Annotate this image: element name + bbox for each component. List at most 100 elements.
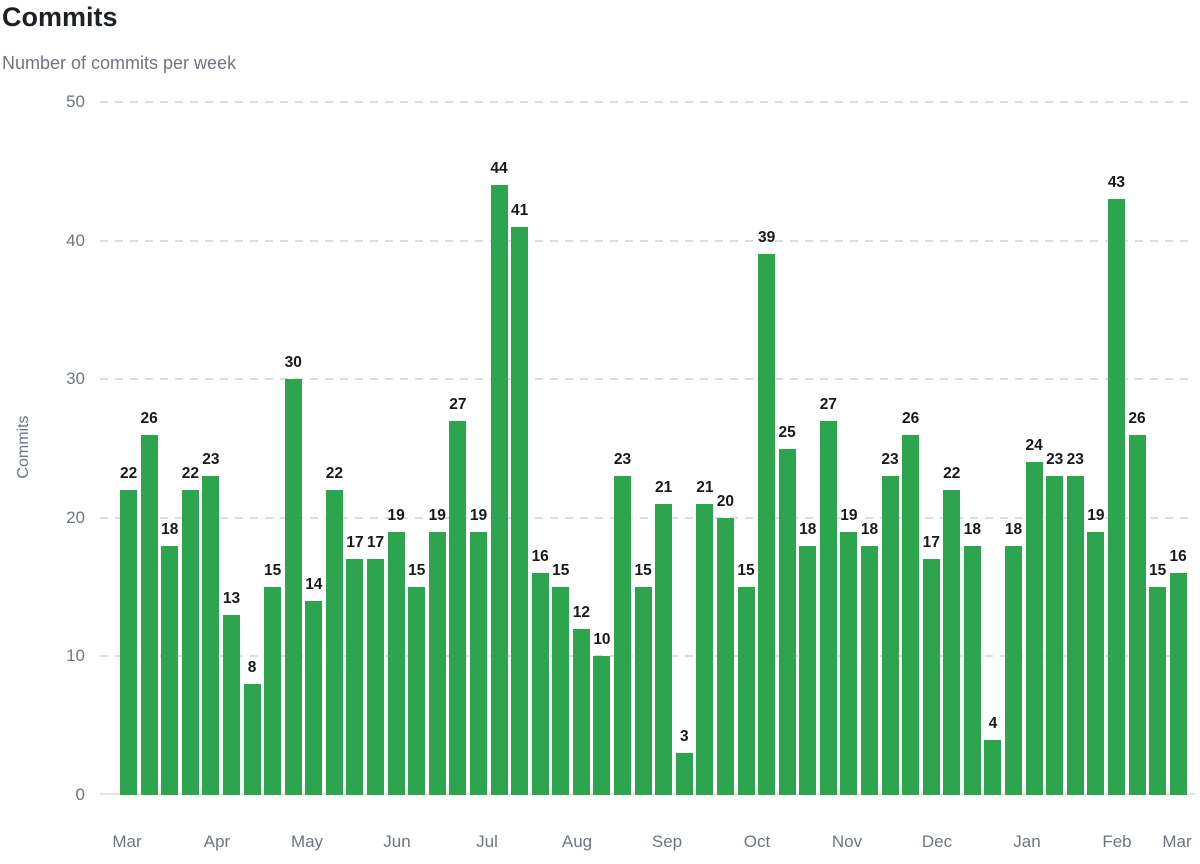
bar-week-21[interactable]: [531, 573, 549, 795]
bar-week-12[interactable]: [346, 559, 364, 795]
x-tick-label-11-feb: Feb: [1102, 832, 1132, 851]
bar-week-36[interactable]: [840, 531, 858, 795]
bar-week-19[interactable]: [490, 185, 508, 795]
bar-value-label-week-21: 16: [531, 548, 549, 566]
bar-value-label-week-4: 22: [181, 465, 199, 483]
bar-week-7[interactable]: [243, 684, 261, 795]
bar-value-label-week-39: 26: [902, 409, 920, 427]
bar-value-label-week-13: 17: [366, 534, 385, 552]
gridline-50: [100, 101, 1195, 103]
bar-week-14[interactable]: [387, 531, 405, 795]
bar-value-label-week-7: 8: [247, 659, 257, 677]
bar-value-label-week-35: 27: [819, 395, 837, 413]
bar-value-label-week-41: 22: [943, 465, 961, 483]
bar-week-10[interactable]: [305, 600, 323, 795]
bar-week-46[interactable]: [1046, 476, 1064, 795]
bar-value-label-week-29: 21: [696, 478, 714, 496]
y-tick-label-10: 10: [66, 646, 85, 666]
bar-week-13[interactable]: [367, 559, 385, 795]
bar-value-label-week-19: 44: [490, 160, 508, 178]
bar-week-42[interactable]: [963, 545, 981, 795]
bar-week-37[interactable]: [860, 545, 878, 795]
bar-value-label-week-9: 30: [284, 354, 302, 372]
bar-value-label-week-32: 39: [757, 229, 776, 247]
x-tick-label-12-mar: Mar: [1162, 832, 1192, 851]
bar-week-2[interactable]: [140, 434, 158, 795]
bar-week-20[interactable]: [511, 226, 529, 795]
bar-week-43[interactable]: [984, 739, 1002, 795]
bar-week-44[interactable]: [1005, 545, 1023, 795]
bar-week-24[interactable]: [593, 656, 611, 795]
x-tick-label-0-mar: Mar: [112, 832, 142, 851]
bar-week-6[interactable]: [223, 614, 240, 795]
bar-week-41[interactable]: [943, 490, 961, 795]
bar-week-38[interactable]: [881, 476, 899, 795]
bar-week-15[interactable]: [408, 587, 426, 795]
y-tick-label-20: 20: [66, 507, 85, 527]
bar-value-label-week-16: 19: [428, 506, 446, 524]
bar-value-label-week-22: 15: [552, 562, 570, 580]
bar-value-label-week-44: 18: [1004, 520, 1023, 538]
bar-week-22[interactable]: [552, 587, 570, 795]
x-tick-label-7-oct: Oct: [743, 832, 771, 851]
bar-week-52[interactable]: [1169, 573, 1187, 795]
bar-week-51[interactable]: [1149, 587, 1167, 795]
bar-value-label-week-23: 12: [572, 603, 590, 621]
bar-value-label-week-2: 26: [140, 409, 158, 427]
bar-week-25[interactable]: [614, 476, 632, 795]
bar-value-label-week-3: 18: [161, 520, 179, 538]
bar-week-47[interactable]: [1066, 476, 1084, 795]
bar-week-4[interactable]: [181, 490, 199, 795]
bar-week-1[interactable]: [120, 490, 138, 795]
bar-week-30[interactable]: [716, 517, 734, 795]
bar-value-label-week-6: 13: [222, 589, 241, 607]
bar-week-17[interactable]: [449, 420, 467, 795]
bar-value-label-week-5: 23: [202, 451, 220, 469]
bar-value-label-week-51: 15: [1148, 562, 1167, 580]
bar-week-45[interactable]: [1025, 462, 1043, 795]
bar-value-label-week-45: 24: [1025, 437, 1043, 455]
bar-week-31[interactable]: [737, 587, 755, 795]
bar-value-label-week-31: 15: [737, 562, 755, 580]
bar-week-3[interactable]: [161, 545, 179, 795]
bar-week-18[interactable]: [469, 531, 487, 795]
bar-week-23[interactable]: [572, 628, 590, 795]
bar-week-8[interactable]: [264, 587, 282, 795]
bar-value-label-week-25: 23: [613, 451, 632, 469]
bar-week-40[interactable]: [922, 559, 940, 795]
bar-value-label-week-17: 27: [449, 395, 467, 413]
bar-week-27[interactable]: [655, 503, 673, 795]
bar-value-label-week-12: 17: [346, 534, 364, 552]
bar-week-28[interactable]: [675, 753, 693, 795]
bar-week-39[interactable]: [902, 434, 920, 795]
bar-week-5[interactable]: [202, 476, 220, 795]
chart-title: Commits: [2, 2, 118, 32]
bar-week-9[interactable]: [284, 379, 302, 795]
x-tick-label-3-jun: Jun: [383, 832, 411, 851]
bar-week-35[interactable]: [819, 420, 837, 795]
bar-week-29[interactable]: [696, 503, 714, 795]
bar-value-label-week-18: 19: [469, 506, 488, 524]
x-tick-label-5-aug: Aug: [561, 832, 593, 851]
x-tick-label-10-jan: Jan: [1013, 832, 1041, 851]
bar-value-label-week-28: 3: [679, 728, 689, 746]
bar-week-33[interactable]: [778, 448, 796, 795]
bar-value-label-week-36: 19: [840, 506, 858, 524]
gridline-40: [100, 239, 1195, 242]
bar-week-26[interactable]: [634, 587, 652, 795]
bar-week-16[interactable]: [428, 531, 446, 795]
bar-week-34[interactable]: [799, 545, 817, 795]
bar-value-label-week-37: 18: [860, 520, 879, 538]
bar-week-32[interactable]: [758, 254, 776, 795]
y-axis-title: Commits: [15, 415, 32, 479]
bar-value-label-week-40: 17: [922, 534, 940, 552]
x-tick-label-6-sep: Sep: [651, 832, 683, 851]
bar-week-48[interactable]: [1087, 531, 1105, 795]
y-tick-label-0: 0: [75, 785, 85, 804]
x-tick-label-9-dec: Dec: [921, 832, 953, 851]
bar-value-label-week-8: 15: [264, 562, 282, 580]
bar-week-49[interactable]: [1107, 199, 1125, 795]
bar-week-50[interactable]: [1128, 434, 1146, 795]
gridline-30: [100, 378, 1195, 381]
bar-week-11[interactable]: [325, 490, 343, 795]
